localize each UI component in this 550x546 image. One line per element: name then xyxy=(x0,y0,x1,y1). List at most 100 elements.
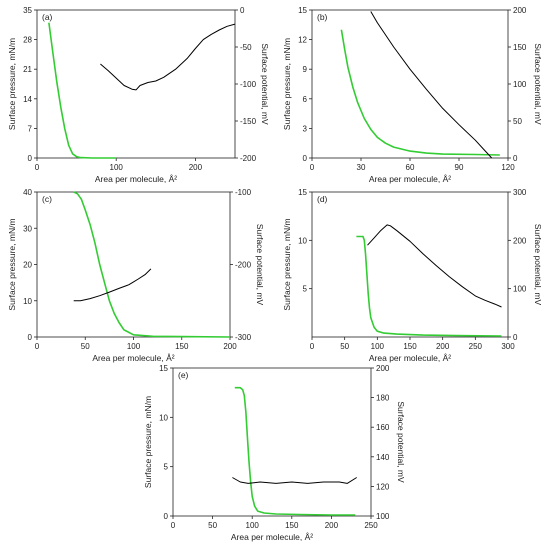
y-right-tick-label: 180 xyxy=(376,394,390,403)
y-left-tick-label: 0 xyxy=(28,154,33,163)
y-left-axis-title: Surface pressure, mN/m xyxy=(143,396,153,488)
y-left-tick-label: 0 xyxy=(303,154,308,163)
y-right-axis-title: Surface potential, mV xyxy=(255,224,265,306)
y-left-tick-label: 5 xyxy=(303,285,308,294)
pressure-isotherm-line xyxy=(73,191,231,338)
potential-isotherm-line xyxy=(73,268,152,302)
pressure-isotherm-line xyxy=(48,22,117,159)
y-left-axis-title: Surface pressure, mN/m xyxy=(282,38,292,130)
y-left-tick-label: 10 xyxy=(23,297,32,306)
y-left-tick-label: 21 xyxy=(23,65,32,74)
chart-panel: 0 50 100 150 200 250 0 5 10 15 100 120 140 160 180 200 A… xyxy=(143,364,406,542)
y-left-tick-label: 0 xyxy=(28,333,33,342)
x-tick-label: 0 xyxy=(310,163,315,172)
y-right-axis-title: Surface potential, mV xyxy=(396,401,406,483)
y-left-tick-label: 5 xyxy=(164,463,169,472)
x-tick-label: 50 xyxy=(81,342,90,351)
y-right-axis-title: Surface potential, mV xyxy=(533,43,543,125)
y-left-tick-label: 9 xyxy=(303,65,308,74)
pressure-isotherm-line xyxy=(340,29,500,156)
y-right-tick-label: 100 xyxy=(376,512,390,521)
x-tick-label: 100 xyxy=(127,342,141,351)
y-right-tick-label: -200 xyxy=(240,154,257,163)
y-left-tick-label: 15 xyxy=(159,364,168,373)
y-right-tick-label: 140 xyxy=(376,453,390,462)
x-tick-label: 200 xyxy=(325,521,339,530)
x-tick-label: 200 xyxy=(189,163,203,172)
y-right-axis-title: Surface potential, mV xyxy=(533,224,543,306)
y-right-axis-title: Surface potential, mV xyxy=(260,43,270,125)
y-left-tick-label: 6 xyxy=(303,95,308,104)
x-tick-label: 50 xyxy=(208,521,217,530)
y-right-tick-label: 0 xyxy=(240,6,245,15)
y-right-tick-label: 100 xyxy=(513,80,527,89)
x-tick-label: 0 xyxy=(35,163,40,172)
plot-frame xyxy=(36,191,231,338)
x-tick-label: 250 xyxy=(364,521,378,530)
y-left-tick-label: 40 xyxy=(23,188,32,197)
y-right-tick-label: 0 xyxy=(513,154,518,163)
y-right-tick-label: -100 xyxy=(235,188,252,197)
y-left-tick-label: 7 xyxy=(28,124,33,133)
panel-label: (d) xyxy=(317,194,328,204)
potential-isotherm-line xyxy=(370,11,493,159)
y-right-tick-label: 120 xyxy=(376,482,390,491)
x-tick-label: 300 xyxy=(501,342,515,351)
y-right-tick-label: -150 xyxy=(240,117,257,126)
y-left-tick-label: 20 xyxy=(23,261,32,270)
plot-frame xyxy=(172,367,372,517)
x-tick-label: 150 xyxy=(175,342,189,351)
chart-panel: 0 50 100 150 200 0 10 20 30 40 -300 -200 -100 Area pe… xyxy=(7,188,265,363)
plot-frame xyxy=(311,191,509,338)
y-right-tick-label: 200 xyxy=(513,236,527,245)
y-right-tick-label: 100 xyxy=(513,285,527,294)
y-left-tick-label: 28 xyxy=(23,36,32,45)
y-left-tick-label: 30 xyxy=(23,224,32,233)
y-right-tick-label: 150 xyxy=(513,43,527,52)
x-tick-label: 0 xyxy=(35,342,40,351)
y-right-tick-label: 50 xyxy=(513,117,522,126)
y-left-tick-label: 15 xyxy=(298,188,307,197)
y-right-tick-label: 300 xyxy=(513,188,527,197)
y-left-axis-title: Surface pressure, mN/m xyxy=(282,218,292,310)
y-right-tick-label: 0 xyxy=(513,333,518,342)
y-left-tick-label: 10 xyxy=(159,413,168,422)
x-tick-label: 0 xyxy=(171,521,176,530)
x-tick-label: 200 xyxy=(223,342,237,351)
y-left-tick-label: 3 xyxy=(303,124,308,133)
y-right-tick-label: -300 xyxy=(235,333,252,342)
y-left-axis-title: Surface pressure, mN/m xyxy=(7,218,17,310)
x-tick-label: 150 xyxy=(403,342,417,351)
y-left-tick-label: 0 xyxy=(164,512,169,521)
y-right-tick-label: -100 xyxy=(240,80,257,89)
potential-isotherm-line xyxy=(100,23,236,91)
potential-isotherm-line xyxy=(232,477,357,484)
y-left-tick-label: 14 xyxy=(23,95,32,104)
x-tick-label: 200 xyxy=(436,342,450,351)
x-tick-label: 50 xyxy=(340,342,349,351)
x-tick-label: 0 xyxy=(310,342,315,351)
y-right-tick-label: 200 xyxy=(376,364,390,373)
y-left-tick-label: 15 xyxy=(298,6,307,15)
x-tick-label: 250 xyxy=(469,342,483,351)
x-tick-label: 60 xyxy=(406,163,415,172)
y-right-tick-label: 200 xyxy=(513,6,527,15)
x-axis-title: Area per molecule, Å² xyxy=(95,174,177,184)
x-tick-label: 120 xyxy=(501,163,515,172)
y-left-tick-label: 35 xyxy=(23,6,32,15)
x-tick-label: 100 xyxy=(246,521,260,530)
x-tick-label: 30 xyxy=(357,163,366,172)
x-tick-label: 90 xyxy=(455,163,464,172)
pressure-isotherm-line xyxy=(356,235,502,337)
x-axis-title: Area per molecule, Å² xyxy=(92,353,174,363)
x-tick-label: 150 xyxy=(285,521,299,530)
y-left-tick-label: 10 xyxy=(298,236,307,245)
y-left-tick-label: 12 xyxy=(298,36,307,45)
y-left-axis-title: Surface pressure, mN/m xyxy=(7,38,17,130)
panel-label: (a) xyxy=(42,12,53,22)
panel-label: (c) xyxy=(42,194,52,204)
panel-label: (e) xyxy=(178,370,189,380)
pressure-isotherm-line xyxy=(234,386,356,516)
